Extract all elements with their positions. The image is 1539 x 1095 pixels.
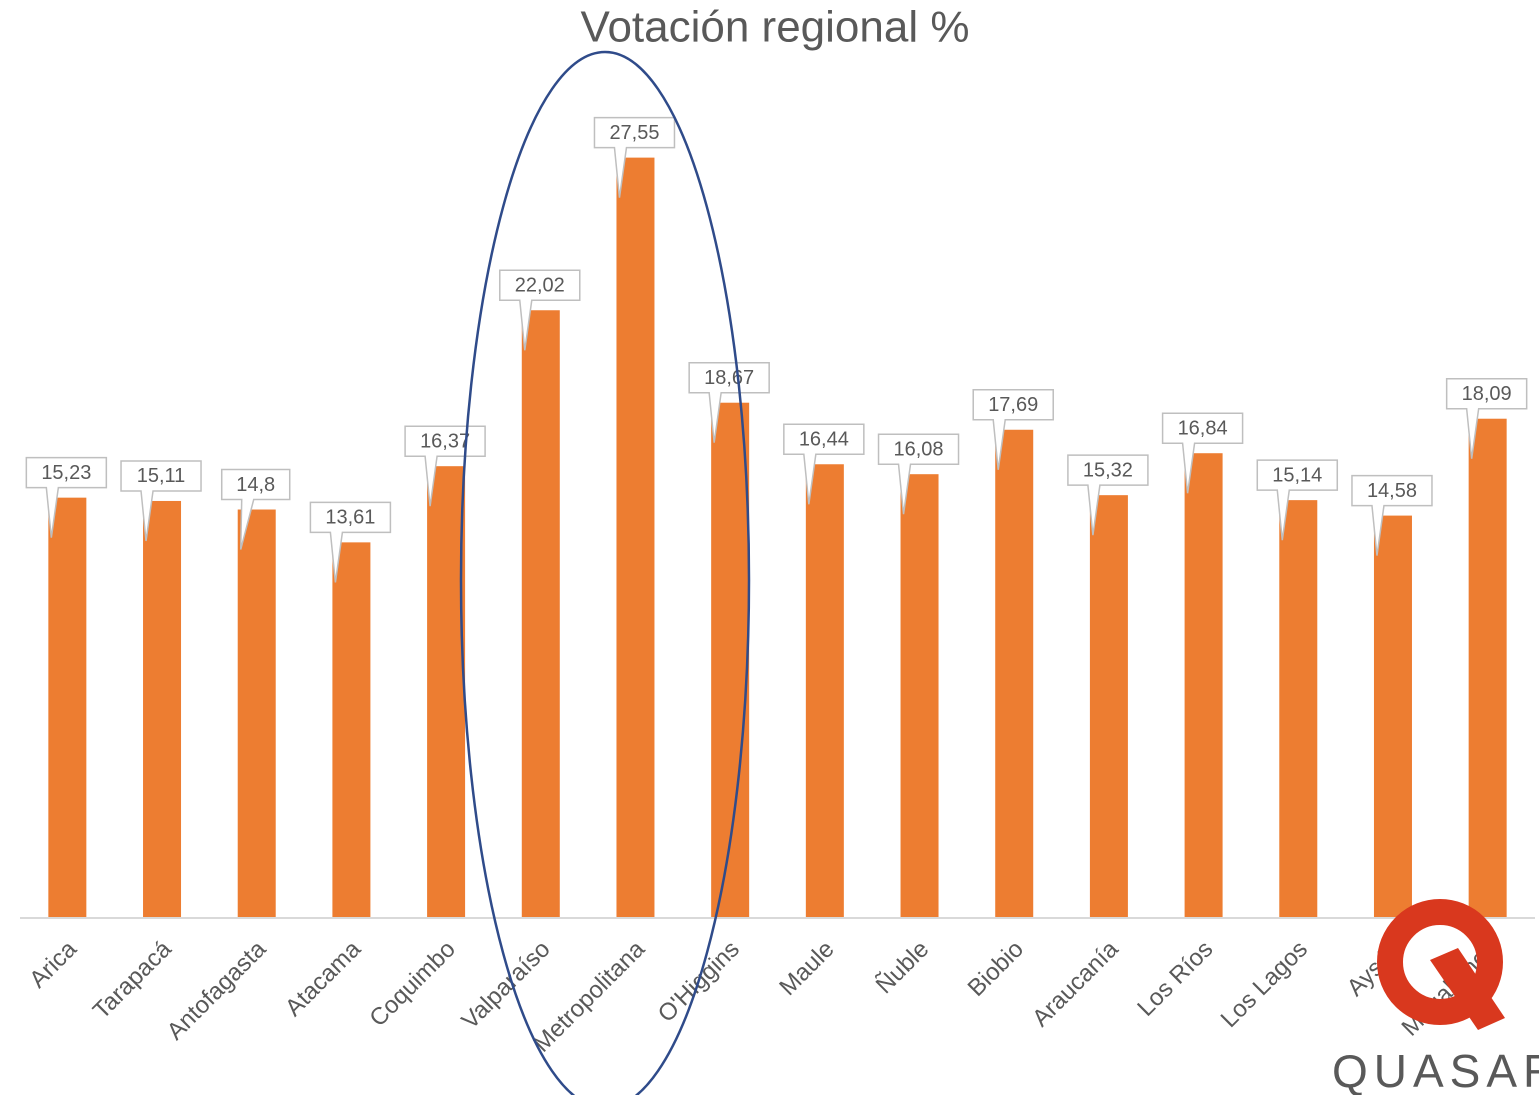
data-label: 16,84 [1178, 417, 1228, 439]
data-label-callout [220, 468, 291, 550]
data-label: 18,09 [1462, 383, 1512, 405]
x-tick-label: Biobio [963, 936, 1029, 1002]
data-label-callout [1067, 454, 1149, 536]
data-label: 15,14 [1272, 464, 1322, 486]
data-label: 27,55 [609, 122, 659, 144]
data-label-callout [972, 389, 1054, 470]
data-label-callout [1445, 377, 1528, 459]
bar [237, 509, 276, 918]
data-label: 14,8 [236, 474, 275, 496]
data-label: 16,37 [420, 430, 470, 452]
plot-area: 15,23 Arica 15,11 Tarapacá 14,8 Antofagasta 13… [24, 116, 1528, 1058]
data-label: 14,58 [1367, 480, 1417, 502]
data-label-callout [593, 116, 676, 198]
bar [1089, 495, 1128, 918]
data-label-callout [309, 501, 392, 583]
bar [1184, 453, 1223, 918]
data-label-callout [1351, 474, 1433, 556]
data-label: 13,61 [325, 507, 375, 529]
data-label: 16,08 [894, 438, 944, 460]
bar [521, 310, 560, 918]
x-tick-label: Tarapacá [88, 935, 177, 1024]
bar [900, 474, 939, 918]
bar [143, 500, 182, 918]
data-label: 15,11 [137, 465, 186, 487]
data-label-callout [877, 433, 960, 515]
bar [332, 542, 371, 918]
data-label-callout [25, 456, 108, 538]
x-tick-label: Los Lagos [1216, 936, 1313, 1033]
data-label-callout [120, 460, 202, 542]
x-tick-label: Arica [24, 935, 82, 993]
highlight-ellipse [459, 50, 751, 1095]
bar [995, 429, 1034, 918]
x-tick-label: Atacama [280, 935, 367, 1022]
data-label-callout [1256, 459, 1339, 541]
bar [711, 402, 750, 918]
data-label: 16,44 [799, 429, 849, 451]
data-label: 17,69 [988, 394, 1038, 416]
x-tick-label: Araucanía [1027, 935, 1124, 1032]
chart-title: Votación regional % [581, 3, 970, 52]
bar [1279, 500, 1318, 918]
bar [1373, 515, 1412, 918]
data-label-callout [1161, 412, 1244, 494]
x-tick-label: Antofagasta [162, 935, 272, 1045]
logo-text: QUASAR [1332, 1045, 1539, 1095]
x-tick-label: Maule [774, 936, 839, 1001]
data-label: 22,02 [515, 275, 565, 297]
x-tick-label: Valparaíso [457, 936, 556, 1035]
bar [616, 157, 655, 918]
bar [427, 466, 466, 918]
data-label-callout [688, 361, 770, 443]
x-tick-label: Ñuble [871, 936, 934, 999]
bar [1468, 418, 1507, 918]
data-label: 15,32 [1083, 459, 1133, 481]
data-label-callout [783, 423, 865, 505]
data-label-callout [499, 269, 581, 351]
data-label: 15,23 [41, 462, 91, 484]
logo-q-ring [1377, 899, 1503, 1025]
logo: QUASAR [1332, 899, 1539, 1095]
x-tick-label: Coquimbo [364, 936, 460, 1032]
x-tick-label: Los Ríos [1132, 936, 1218, 1022]
bar [805, 464, 844, 918]
data-label: 18,67 [704, 367, 754, 389]
logo-q-tail [1430, 948, 1505, 1030]
bar [48, 497, 87, 918]
